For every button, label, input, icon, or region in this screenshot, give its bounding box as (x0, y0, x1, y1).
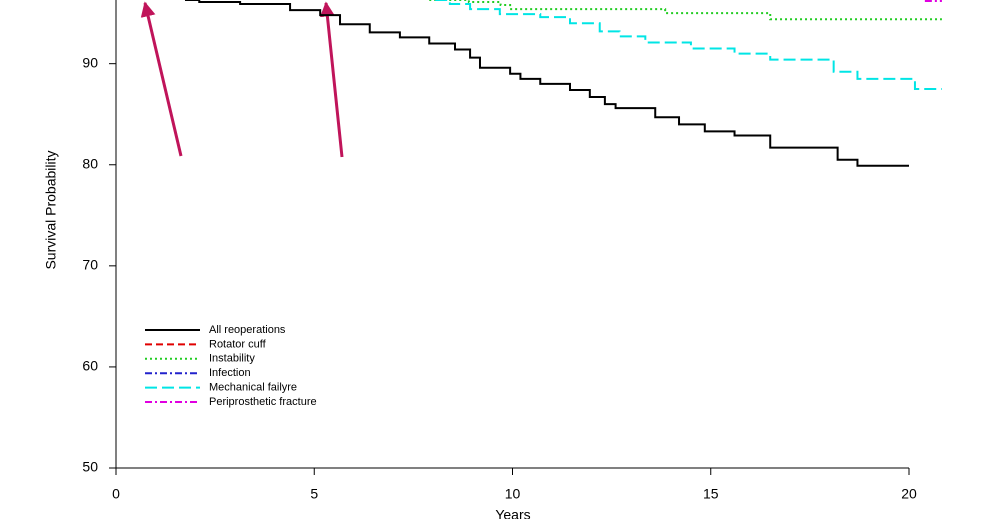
plot-area (184, 0, 942, 167)
y-tick-label: 90 (82, 54, 98, 70)
legend-label: Infection (209, 367, 251, 379)
legend-label: Rotator cuff (209, 338, 267, 350)
arrow (140, 1, 183, 157)
legend: All reoperations Rotator cuff Instability I… (145, 324, 317, 408)
y-tick-label: 70 (82, 257, 98, 273)
survival-line (184, 0, 909, 167)
y-tick-label: 60 (82, 358, 98, 374)
legend-label: Mechanical failyre (209, 382, 297, 394)
survival-line (429, 0, 942, 21)
x-tick-label: 15 (703, 486, 719, 502)
y-tick-label: 50 (82, 459, 98, 475)
legend-label: Instability (209, 353, 255, 365)
y-tick-label: 80 (82, 155, 98, 171)
x-tick-label: 10 (505, 486, 521, 502)
x-tick-label: 20 (901, 486, 917, 502)
x-tick-label: 5 (310, 486, 318, 502)
survival-line (435, 0, 942, 90)
legend-label: Periprosthetic fracture (209, 396, 317, 408)
legend-label: All reoperations (209, 324, 286, 336)
x-axis-label: Years (495, 507, 530, 519)
arrow (319, 1, 344, 158)
x-tick-label: 0 (112, 486, 120, 502)
y-axis-label: Survival Probability (43, 150, 59, 269)
